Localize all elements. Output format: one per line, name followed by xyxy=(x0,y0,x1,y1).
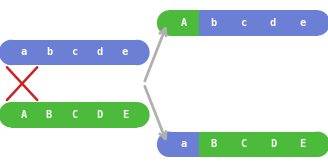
Bar xyxy=(11,102,36,128)
Bar xyxy=(11,40,36,65)
Text: C: C xyxy=(71,110,77,120)
Text: D: D xyxy=(270,139,276,149)
Text: A: A xyxy=(21,110,27,120)
Ellipse shape xyxy=(157,10,181,36)
Text: A: A xyxy=(181,18,187,28)
Bar xyxy=(87,102,112,128)
Bar xyxy=(62,102,87,128)
Text: E: E xyxy=(122,110,128,120)
Bar xyxy=(36,40,62,65)
Ellipse shape xyxy=(0,40,23,65)
Bar xyxy=(258,10,288,36)
Bar xyxy=(62,40,87,65)
Text: b: b xyxy=(46,48,52,57)
Bar xyxy=(112,102,137,128)
Bar xyxy=(258,132,288,157)
Ellipse shape xyxy=(125,40,150,65)
Bar xyxy=(229,132,258,157)
Bar xyxy=(169,132,199,157)
Bar xyxy=(288,132,318,157)
Text: d: d xyxy=(96,48,103,57)
Text: B: B xyxy=(46,110,52,120)
Bar xyxy=(112,40,137,65)
Bar xyxy=(288,10,318,36)
Text: B: B xyxy=(211,139,217,149)
Ellipse shape xyxy=(305,10,328,36)
Bar xyxy=(36,102,62,128)
Ellipse shape xyxy=(305,132,328,157)
Text: b: b xyxy=(211,18,217,28)
Ellipse shape xyxy=(125,102,150,128)
Text: e: e xyxy=(122,48,128,57)
Bar xyxy=(199,132,229,157)
Text: d: d xyxy=(270,18,276,28)
Text: a: a xyxy=(21,48,27,57)
Bar xyxy=(87,40,112,65)
Text: E: E xyxy=(299,139,306,149)
Text: D: D xyxy=(96,110,103,120)
Text: e: e xyxy=(299,18,306,28)
Text: c: c xyxy=(240,18,246,28)
Text: C: C xyxy=(240,139,246,149)
Text: c: c xyxy=(71,48,77,57)
Ellipse shape xyxy=(0,102,23,128)
Ellipse shape xyxy=(157,132,181,157)
Text: a: a xyxy=(181,139,187,149)
Bar xyxy=(199,10,229,36)
Bar xyxy=(229,10,258,36)
Bar xyxy=(169,10,199,36)
